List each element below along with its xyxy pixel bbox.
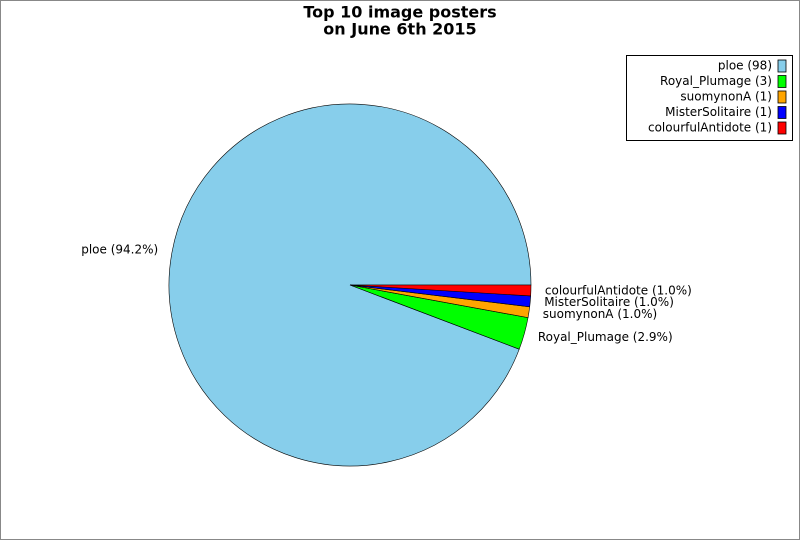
slice-label: MisterSolitaire (1.0%) bbox=[544, 295, 674, 309]
legend-label: suomynonA (1) bbox=[680, 90, 772, 104]
legend-label: colourfulAntidote (1) bbox=[648, 121, 772, 135]
legend-label: ploe (98) bbox=[718, 59, 772, 73]
slice-label: ploe (94.2%) bbox=[81, 242, 158, 256]
pie-slice bbox=[349, 284, 532, 297]
chart-title: Top 10 image posters bbox=[303, 3, 496, 22]
slice-label: suomynonA (1.0%) bbox=[543, 307, 657, 321]
chart-title: on June 6th 2015 bbox=[323, 20, 476, 39]
legend-label: MisterSolitaire (1) bbox=[665, 105, 772, 119]
slice-label: Royal_Plumage (2.9%) bbox=[538, 330, 673, 344]
legend-swatch bbox=[777, 75, 787, 88]
slice-label: colourfulAntidote (1.0%) bbox=[545, 283, 692, 297]
legend-swatch bbox=[777, 121, 787, 135]
legend-swatch bbox=[777, 59, 787, 73]
legend-box bbox=[626, 55, 793, 141]
legend-swatch bbox=[777, 106, 787, 119]
legend-label: Royal_Plumage (3) bbox=[660, 74, 772, 88]
legend-swatch bbox=[777, 90, 787, 104]
